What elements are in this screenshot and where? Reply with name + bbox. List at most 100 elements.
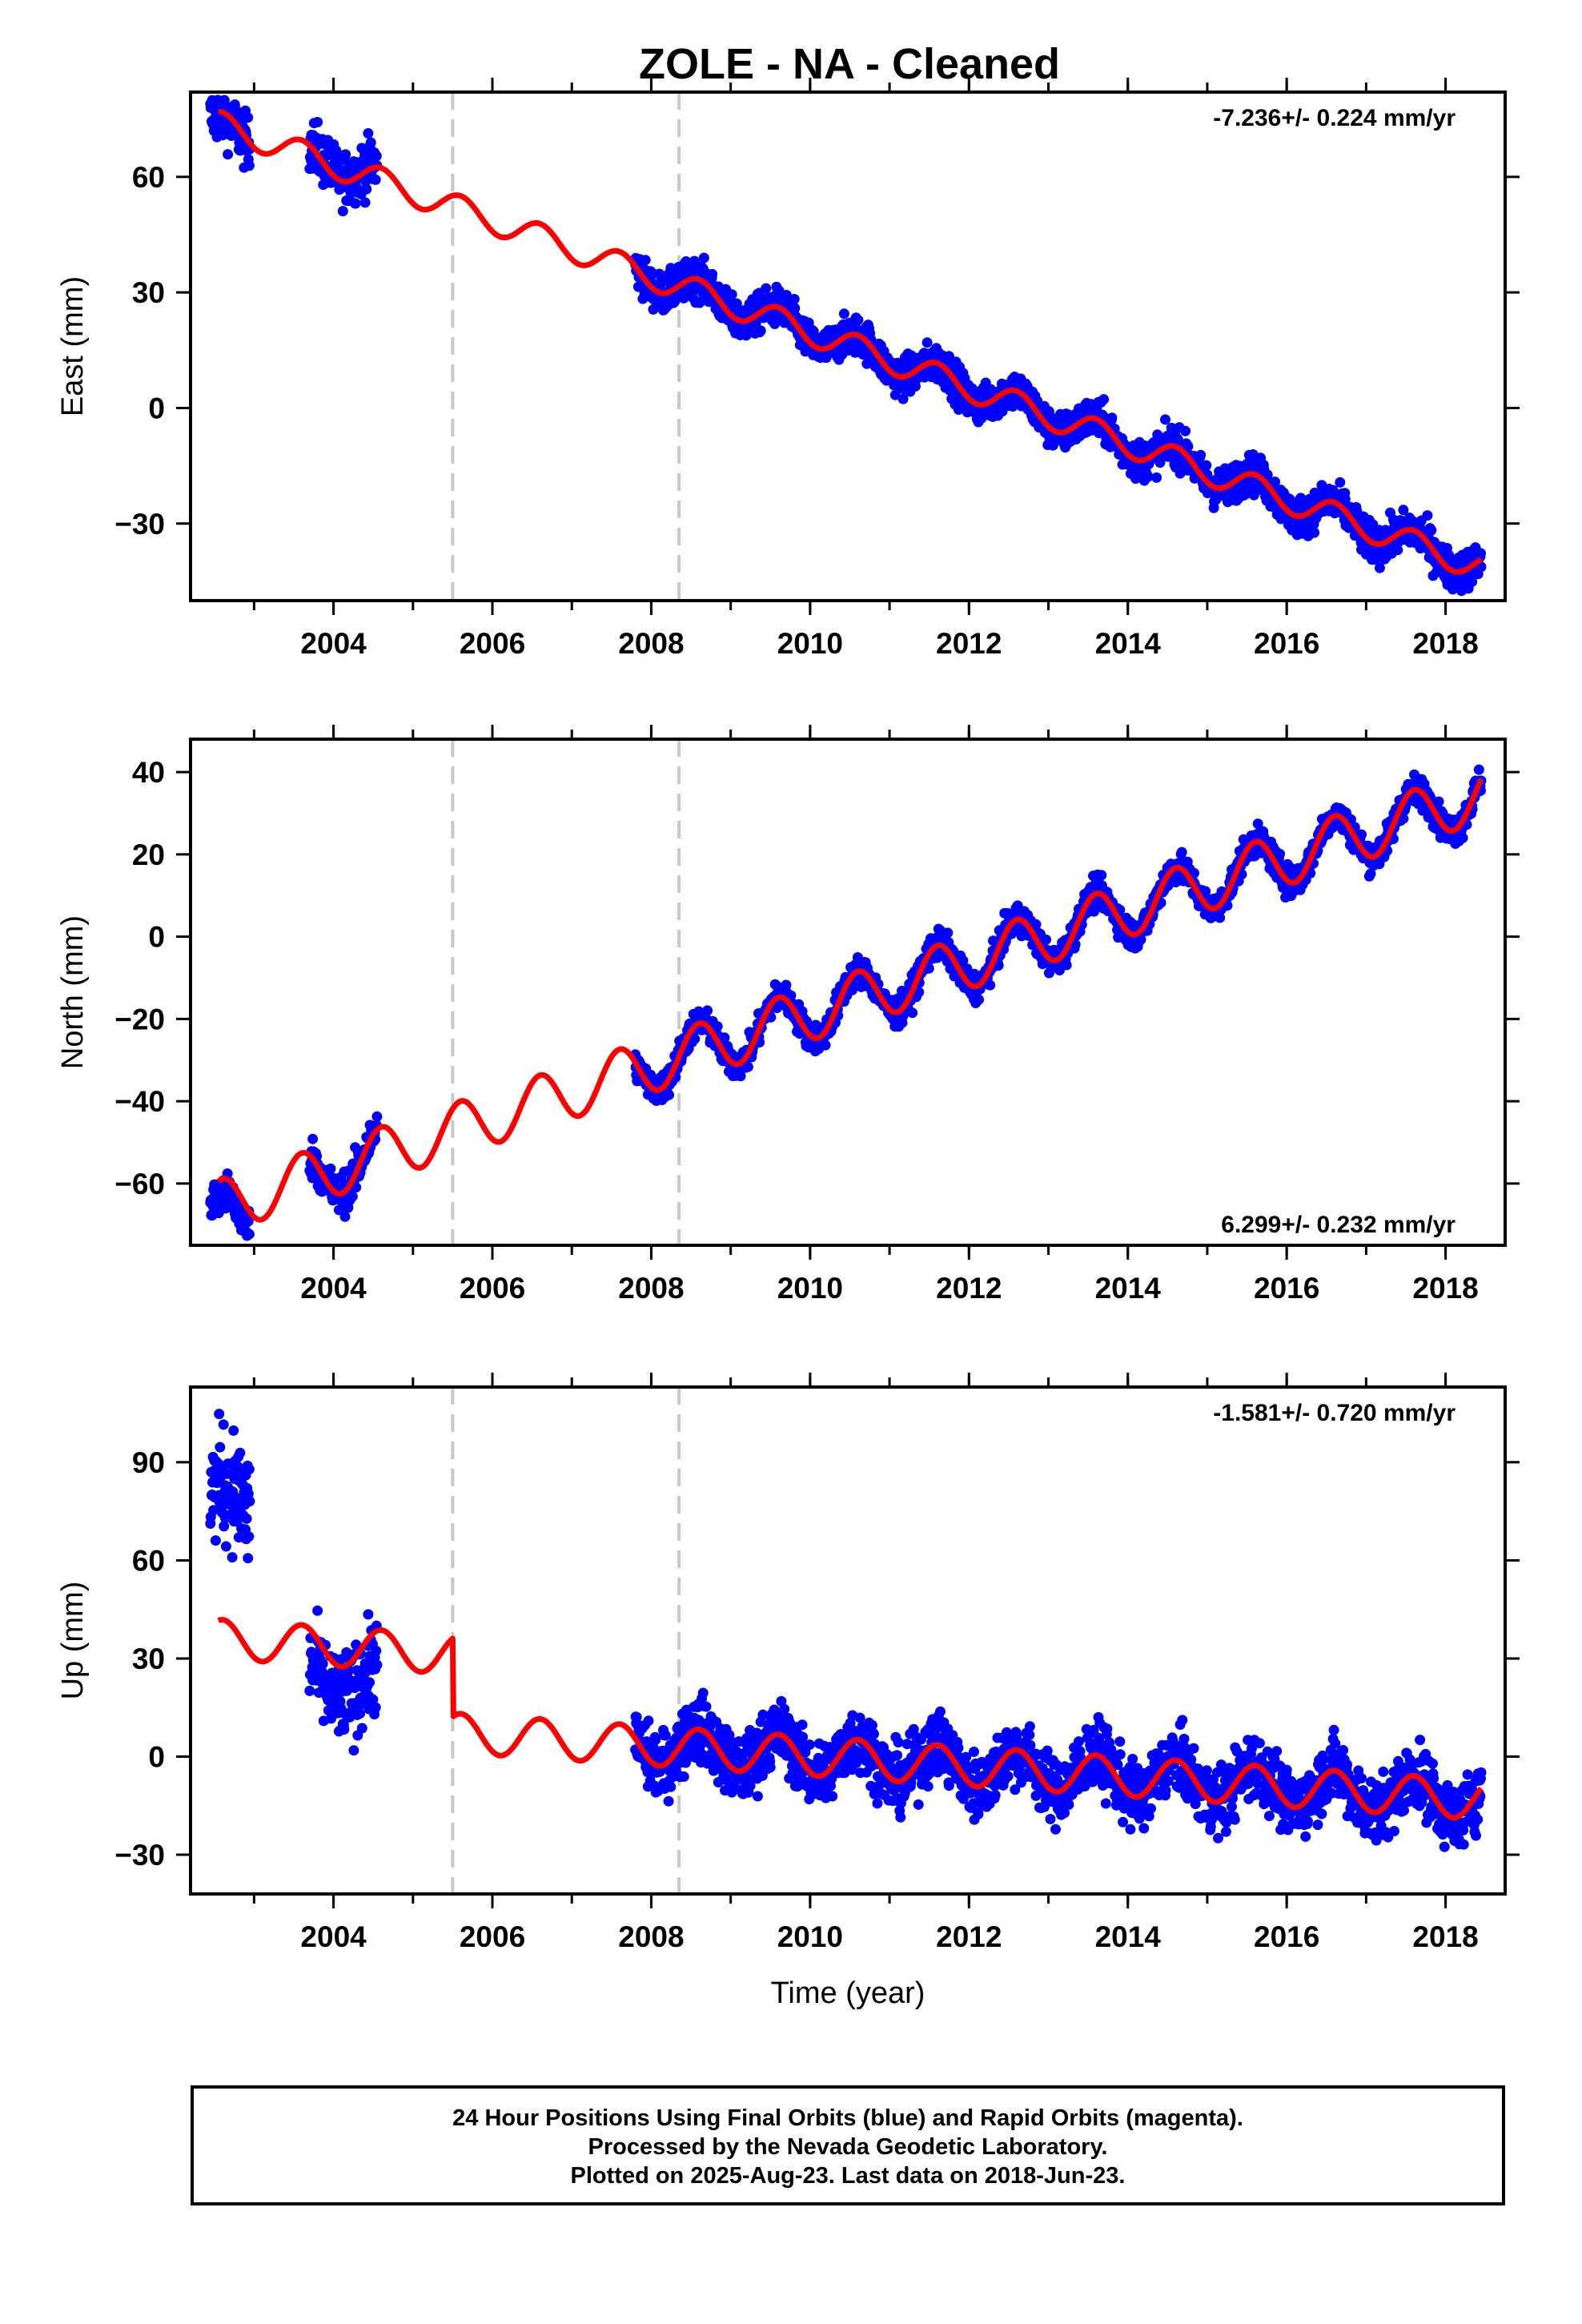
data-point	[355, 1708, 366, 1719]
data-point	[1457, 832, 1468, 843]
data-point	[370, 174, 381, 185]
data-point	[371, 1659, 383, 1671]
y-tick-label: 0	[148, 921, 165, 954]
data-point	[689, 1033, 701, 1044]
x-tick-label: 2016	[1254, 627, 1319, 660]
plot-frame	[189, 90, 1507, 602]
data-point	[371, 1645, 382, 1656]
data-point	[701, 1701, 712, 1712]
data-point	[820, 1039, 831, 1051]
data-point	[1426, 525, 1437, 536]
data-point	[333, 1204, 344, 1216]
x-tick-label: 2004	[300, 1272, 367, 1305]
data-point	[1473, 764, 1484, 775]
data-point	[1392, 545, 1403, 556]
y-tick-label: −60	[114, 1168, 165, 1200]
data-point	[243, 1228, 255, 1240]
data-point	[664, 1089, 675, 1100]
data-point	[1142, 472, 1154, 482]
y-tick-label: −40	[114, 1085, 165, 1118]
x-tick-label: 2012	[936, 1272, 1002, 1305]
data-point	[697, 1687, 709, 1699]
y-tick-label: −30	[114, 508, 165, 541]
x-tick-label: 2010	[777, 627, 843, 660]
data-points	[205, 764, 1487, 1241]
y-tick-label: −20	[114, 1003, 165, 1035]
data-point	[1151, 472, 1162, 483]
x-tick-label: 2010	[777, 1272, 843, 1305]
data-point	[347, 1191, 358, 1202]
data-point	[363, 128, 374, 139]
data-point	[340, 149, 351, 160]
data-point	[235, 1447, 246, 1458]
data-point	[702, 1005, 713, 1016]
x-tick-label: 2018	[1412, 1272, 1478, 1305]
x-tick-label: 2006	[460, 1272, 525, 1305]
y-tick-label: 60	[132, 161, 165, 194]
data-points	[205, 1409, 1487, 1852]
x-tick-label: 2012	[936, 627, 1002, 660]
data-point	[365, 137, 376, 148]
data-point	[735, 1071, 746, 1082]
y-tick-label: 0	[148, 392, 165, 424]
data-point	[243, 1553, 254, 1564]
data-point	[643, 1715, 654, 1727]
data-point	[853, 315, 864, 326]
data-point	[1180, 425, 1191, 436]
data-point	[351, 1182, 362, 1193]
data-point	[707, 268, 718, 279]
data-point	[210, 1535, 221, 1546]
data-point	[678, 1771, 689, 1782]
chart-title: ZOLE - NA - Cleaned	[639, 40, 1060, 88]
data-point	[364, 1677, 375, 1688]
data-point	[244, 1496, 255, 1507]
data-point	[789, 294, 800, 304]
data-point	[985, 979, 996, 991]
data-point	[731, 298, 742, 309]
rate-annotation: 6.299+/- 0.232 mm/yr	[1221, 1212, 1456, 1238]
data-point	[371, 151, 382, 162]
data-point	[712, 1021, 723, 1032]
data-point	[361, 183, 372, 195]
data-point	[689, 255, 700, 267]
data-point	[218, 1419, 229, 1430]
data-point	[1195, 449, 1207, 460]
data-point	[1476, 548, 1486, 559]
model-fit-line	[216, 108, 1484, 575]
data-point	[371, 1111, 383, 1122]
data-point	[243, 112, 254, 123]
data-point	[1309, 527, 1320, 538]
data-point	[1182, 440, 1194, 452]
data-point	[1061, 959, 1072, 971]
data-point	[1160, 414, 1170, 425]
data-point	[1096, 870, 1107, 881]
data-point	[755, 325, 766, 336]
data-point	[1374, 562, 1385, 573]
data-point	[665, 263, 677, 274]
data-point	[974, 994, 984, 1005]
data-point	[337, 206, 348, 217]
data-point	[640, 255, 651, 266]
y-tick-label: 40	[132, 756, 165, 789]
data-point	[726, 289, 737, 300]
data-point	[243, 160, 255, 171]
data-point	[370, 1702, 381, 1713]
data-point	[218, 81, 228, 91]
data-point	[356, 1723, 367, 1734]
data-point	[781, 290, 792, 300]
data-point	[339, 1724, 350, 1735]
data-point	[243, 1464, 255, 1475]
data-point	[1275, 848, 1285, 859]
data-point	[1154, 457, 1166, 468]
x-tick-label: 2008	[618, 1272, 684, 1305]
data-point	[719, 1032, 730, 1043]
data-point	[1176, 846, 1187, 858]
data-point	[1262, 469, 1273, 480]
data-point	[838, 308, 849, 320]
data-point	[698, 252, 709, 263]
data-point	[243, 1531, 255, 1542]
data-point	[909, 380, 921, 392]
data-point	[1433, 796, 1444, 807]
data-point	[1201, 460, 1212, 471]
